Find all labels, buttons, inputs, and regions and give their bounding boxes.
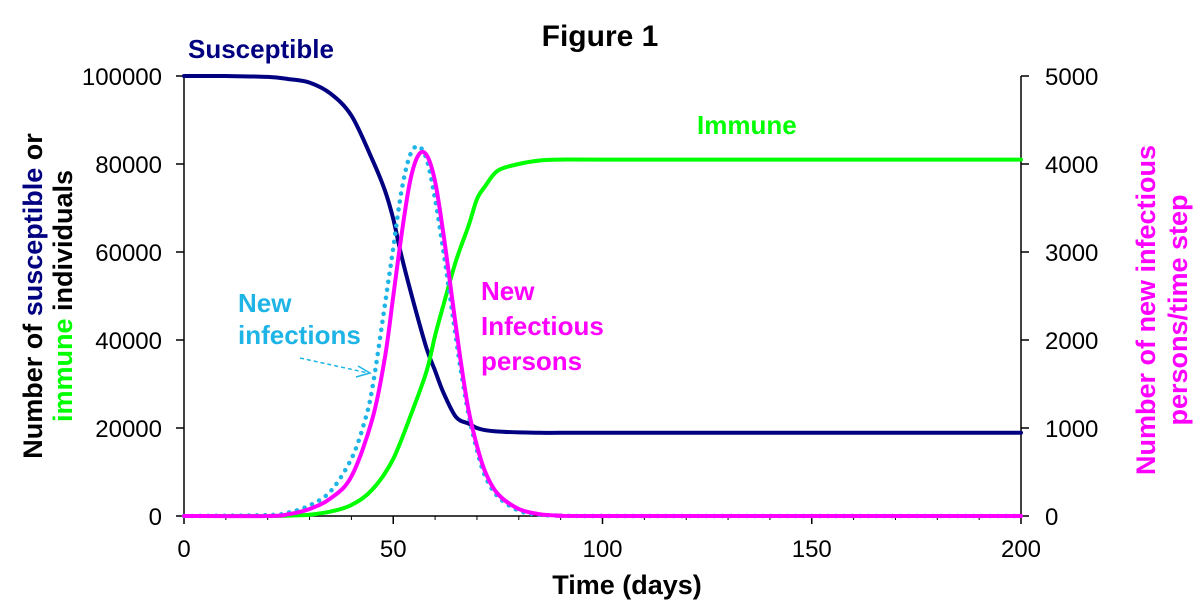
series-labels: Susceptible Immune New infections New Infecti… xyxy=(188,34,797,376)
new-infections-arrow xyxy=(299,357,372,378)
x-tick-label: 200 xyxy=(1001,536,1041,563)
arrow-head xyxy=(355,365,372,378)
y-left-title-part: immune xyxy=(48,319,78,423)
y-left-tick-label: 60000 xyxy=(95,240,162,267)
series-line-susceptible xyxy=(182,73,1023,435)
y-left-title-part: Number of xyxy=(18,316,48,459)
y-left-tick-label: 40000 xyxy=(95,328,162,355)
y-left-title-part: individuals xyxy=(48,170,78,319)
x-tick-label: 150 xyxy=(792,536,832,563)
x-tick-label: 50 xyxy=(380,536,407,563)
y-right-tick-label: 2000 xyxy=(1045,328,1098,355)
series-label: Susceptible xyxy=(188,34,334,64)
y-left-title-part: or xyxy=(18,133,48,168)
y-left-axis-title: Number of susceptible or immune individua… xyxy=(18,133,78,459)
series-label: Immune xyxy=(697,110,797,140)
x-tick-label: 0 xyxy=(177,536,190,563)
y-left-tick-label: 20000 xyxy=(95,416,162,443)
y-right-tick-label: 5000 xyxy=(1045,64,1098,91)
y-left-tick-label: 0 xyxy=(149,504,162,531)
y-right-tick-label: 3000 xyxy=(1045,240,1098,267)
arrow-line xyxy=(299,357,369,374)
y-right-title-line: persons/time step xyxy=(1163,194,1193,425)
y-left-title-part: susceptible xyxy=(18,168,48,317)
chart-title: Figure 1 xyxy=(542,20,659,53)
series-group xyxy=(181,73,1024,519)
y-right-title-line: Number of new infectious xyxy=(1131,145,1161,475)
series-label: New Infectious persons xyxy=(481,276,604,376)
y-left-tick-label: 100000 xyxy=(82,64,162,91)
y-right-tick-label: 1000 xyxy=(1045,416,1098,443)
y-right-tick-label: 4000 xyxy=(1045,152,1098,179)
series-label: New infections xyxy=(238,288,361,350)
axes xyxy=(183,76,1022,517)
y-left-tick-label: 80000 xyxy=(95,152,162,179)
y-right-tick-label: 0 xyxy=(1045,504,1058,531)
ticks: 0 50 100 150 2000200004000060000800001000000… xyxy=(82,64,1098,563)
y-right-axis-title: Number of new infectiouspersons/time ste… xyxy=(1131,145,1193,475)
x-tick-label: 100 xyxy=(582,536,622,563)
x-axis-title: Time (days) xyxy=(552,570,702,600)
series-line-new-infectious-persons xyxy=(182,149,1023,519)
